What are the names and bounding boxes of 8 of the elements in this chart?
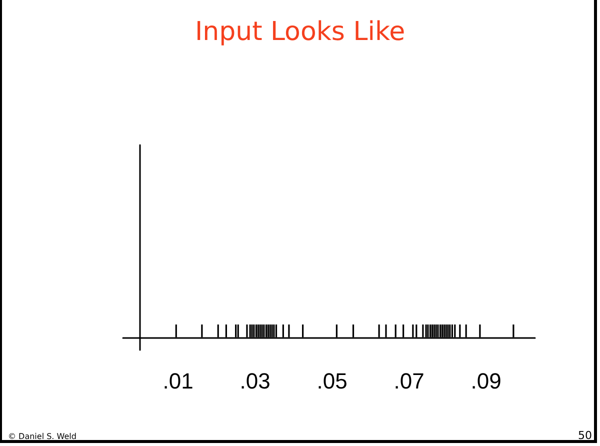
x-tick-label: .09: [470, 368, 502, 394]
x-tick-label: .07: [394, 368, 424, 394]
x-tick-label: .05: [316, 368, 348, 394]
text: © Daniel S. Weld: [8, 432, 76, 441]
text: 50: [578, 429, 592, 442]
chart-title: Input Looks Like: [194, 17, 406, 47]
x-tick-label: .03: [240, 368, 270, 394]
x-tick-label: .01: [162, 368, 194, 394]
